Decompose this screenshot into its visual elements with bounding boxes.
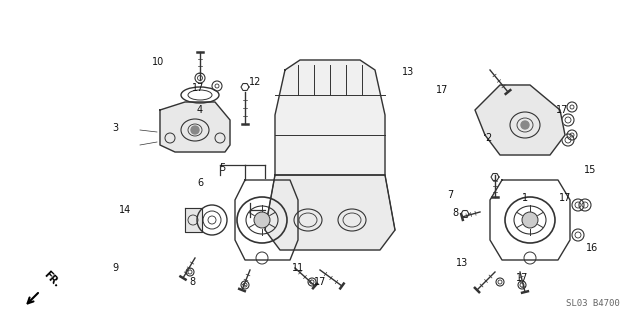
Polygon shape [265,175,395,250]
Text: 3: 3 [112,123,118,133]
Text: 8: 8 [452,208,458,218]
Text: 13: 13 [402,67,414,77]
Text: 11: 11 [292,263,304,273]
Text: 17: 17 [559,193,571,203]
Text: 13: 13 [456,258,468,268]
Text: 2: 2 [485,133,491,143]
Circle shape [254,212,270,228]
Text: 7: 7 [447,190,453,200]
Text: 8: 8 [189,277,195,287]
Polygon shape [160,102,230,152]
Text: 1: 1 [522,193,528,203]
Text: 14: 14 [119,205,131,215]
Circle shape [191,126,199,134]
Text: 12: 12 [249,77,261,87]
Polygon shape [475,85,565,155]
Text: 10: 10 [152,57,164,67]
Polygon shape [185,208,202,232]
Text: 5: 5 [219,163,225,173]
Text: 15: 15 [584,165,596,175]
Circle shape [522,212,538,228]
Circle shape [521,121,529,129]
Text: 17: 17 [436,85,448,95]
Text: 4: 4 [197,105,203,115]
Polygon shape [275,60,385,175]
Text: 17: 17 [516,273,528,283]
Text: SL03 B4700: SL03 B4700 [566,299,620,308]
Text: 17: 17 [556,105,568,115]
Text: 17: 17 [314,277,326,287]
Text: 6: 6 [197,178,203,188]
Text: 16: 16 [586,243,598,253]
Text: FR.: FR. [42,269,62,289]
Text: 17: 17 [192,83,204,93]
Text: 9: 9 [112,263,118,273]
